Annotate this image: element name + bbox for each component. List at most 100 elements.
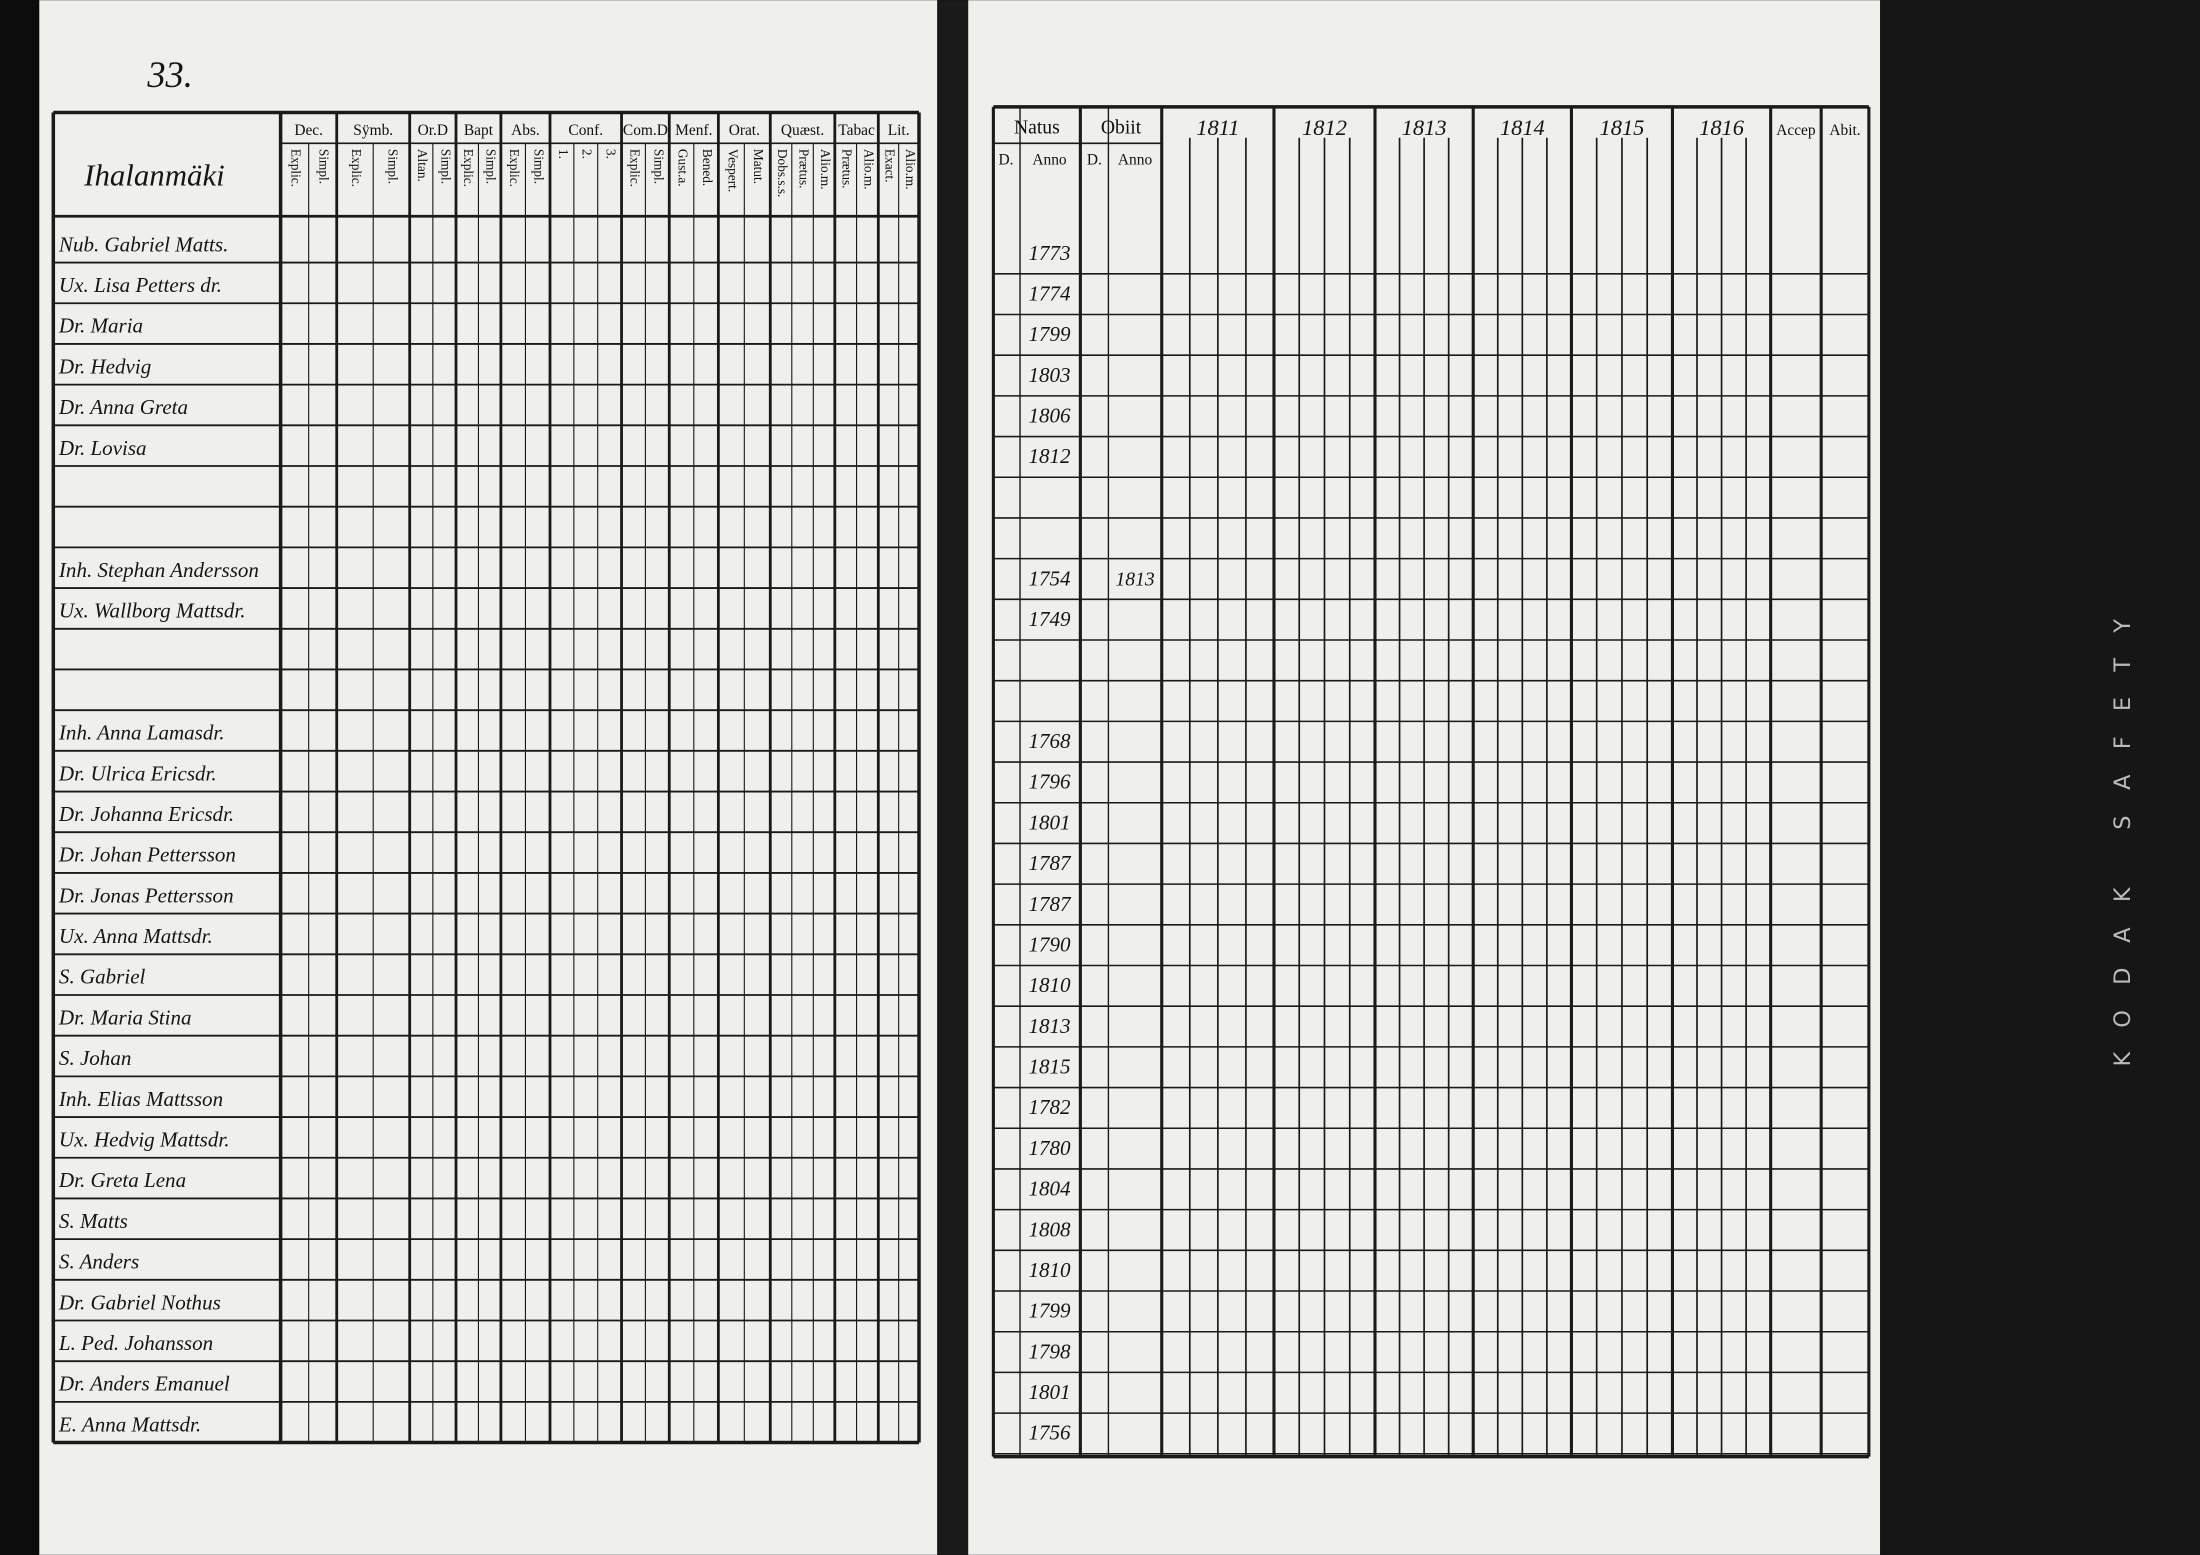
film-edge <box>1880 0 2200 1555</box>
person-name: Dr. Lovisa <box>58 436 147 460</box>
column-subheader: Prætus. <box>840 149 855 189</box>
column-subheader: Gust.a. <box>675 149 690 187</box>
column-subheader: Altan. <box>415 149 430 182</box>
column-subheader: Simpl. <box>532 149 547 184</box>
birth-year: 1810 <box>1028 973 1071 997</box>
column-subheader: Alio.m. <box>818 149 833 190</box>
left-page <box>39 0 938 1555</box>
column-header: Com.D <box>623 122 668 139</box>
person-name: Ux. Lisa Petters dr. <box>59 273 222 297</box>
column-header: D. <box>1087 151 1102 168</box>
person-name: S. Gabriel <box>59 965 146 989</box>
column-subheader: Vespert. <box>725 149 740 192</box>
column-header: Or.D <box>418 122 448 139</box>
column-header: Menf. <box>675 122 712 139</box>
person-name: S. Matts <box>59 1209 128 1233</box>
person-name: S. Johan <box>59 1046 131 1070</box>
birth-year: 1756 <box>1028 1421 1071 1445</box>
birth-year: 1808 <box>1028 1217 1071 1241</box>
birth-year: 1790 <box>1028 932 1071 956</box>
person-name: Dr. Greta Lena <box>58 1168 186 1192</box>
person-name: Nub. Gabriel Matts. <box>58 232 228 256</box>
birth-year: 1754 <box>1028 566 1071 590</box>
column-header: Sÿmb. <box>353 122 393 139</box>
column-header: Dec. <box>294 122 323 139</box>
column-header: Orat. <box>729 122 760 139</box>
person-name: Dr. Johanna Ericsdr. <box>58 802 234 826</box>
birth-year: 1780 <box>1028 1136 1071 1160</box>
column-subheader: Prætus. <box>796 149 811 189</box>
column-subheader: Explic. <box>627 149 642 187</box>
year-header: 1815 <box>1600 115 1645 140</box>
birth-year: 1787 <box>1028 892 1072 916</box>
person-name: Dr. Maria <box>58 314 143 338</box>
column-header: Abs. <box>511 122 540 139</box>
column-subheader: Matut. <box>751 149 766 184</box>
person-name: Ux. Anna Mattsdr. <box>59 924 213 948</box>
column-subheader: Simpl. <box>651 149 666 184</box>
year-header: 1812 <box>1302 115 1347 140</box>
person-name: S. Anders <box>59 1250 139 1274</box>
birth-year: 1810 <box>1028 1258 1071 1282</box>
birth-year: 1774 <box>1028 281 1071 305</box>
birth-year: 1806 <box>1028 404 1071 428</box>
birth-year: 1815 <box>1028 1055 1070 1079</box>
column-subheader: Exact. <box>882 149 897 183</box>
column-subheader: Explic. <box>507 149 522 187</box>
column-subheader: Simpl. <box>438 149 453 184</box>
death-year: 1813 <box>1115 568 1154 590</box>
person-name: Dr. Anders Emanuel <box>58 1372 230 1396</box>
person-name: Dr. Jonas Pettersson <box>58 883 234 907</box>
year-header: 1816 <box>1699 115 1745 140</box>
person-name: Dr. Johan Pettersson <box>58 843 236 867</box>
page-number: 33. <box>146 55 193 95</box>
birth-year: 1782 <box>1028 1095 1071 1119</box>
column-subheader: Explic. <box>349 149 364 187</box>
birth-year: 1798 <box>1028 1339 1071 1363</box>
person-name: Inh. Elias Mattsson <box>58 1087 223 1111</box>
birth-year: 1773 <box>1028 241 1070 265</box>
birth-year: 1801 <box>1028 1380 1070 1404</box>
column-header: Quæst. <box>781 122 824 139</box>
person-name: Dr. Ulrica Ericsdr. <box>58 761 217 785</box>
person-name: Dr. Anna Greta <box>58 395 188 419</box>
gutter <box>937 0 969 1555</box>
column-header: Anno <box>1118 151 1153 168</box>
birth-year: 1749 <box>1028 607 1071 631</box>
year-header: 1814 <box>1500 115 1545 140</box>
column-header: Conf. <box>568 122 603 139</box>
column-subheader: 3. <box>604 149 619 159</box>
column-header: Anno <box>1032 151 1067 168</box>
birth-year: 1813 <box>1028 1014 1070 1038</box>
person-name: Inh. Anna Lamasdr. <box>58 721 225 745</box>
person-name: E. Anna Mattsdr. <box>58 1412 201 1436</box>
year-header: 1811 <box>1196 115 1239 140</box>
birth-year: 1768 <box>1028 729 1071 753</box>
column-subheader: Explic. <box>461 149 476 187</box>
year-header: 1813 <box>1402 115 1447 140</box>
birth-year: 1787 <box>1028 851 1072 875</box>
text-layer: Dec. Explic. Simpl. Sÿmb. Explic. Simpl. Or.D A… <box>58 115 1861 1445</box>
person-name: Dr. Maria Stina <box>58 1005 192 1029</box>
column-header: Accep <box>1776 122 1816 139</box>
person-name: Dr. Hedvig <box>58 354 151 378</box>
column-header: Tabac <box>838 122 875 139</box>
birth-year: 1803 <box>1028 363 1070 387</box>
person-name: L. Ped. Johansson <box>58 1331 213 1355</box>
column-subheader: Bened. <box>700 149 715 186</box>
column-header: Obiit <box>1101 116 1142 138</box>
column-header: Abit. <box>1829 122 1860 139</box>
column-subheader: Simpl. <box>385 149 400 184</box>
birth-year: 1801 <box>1028 810 1070 834</box>
person-name: Dr. Gabriel Nothus <box>58 1290 221 1314</box>
column-subheader: Dobs.s.s. <box>775 149 790 197</box>
ruling <box>51 105 1871 1459</box>
person-name: Inh. Stephan Andersson <box>58 558 259 582</box>
farm-name: Ihalanmäki <box>83 158 225 192</box>
column-subheader: Explic. <box>289 149 304 187</box>
column-header: Natus <box>1014 116 1060 138</box>
column-header: D. <box>998 151 1013 168</box>
birth-year: 1796 <box>1028 770 1071 794</box>
